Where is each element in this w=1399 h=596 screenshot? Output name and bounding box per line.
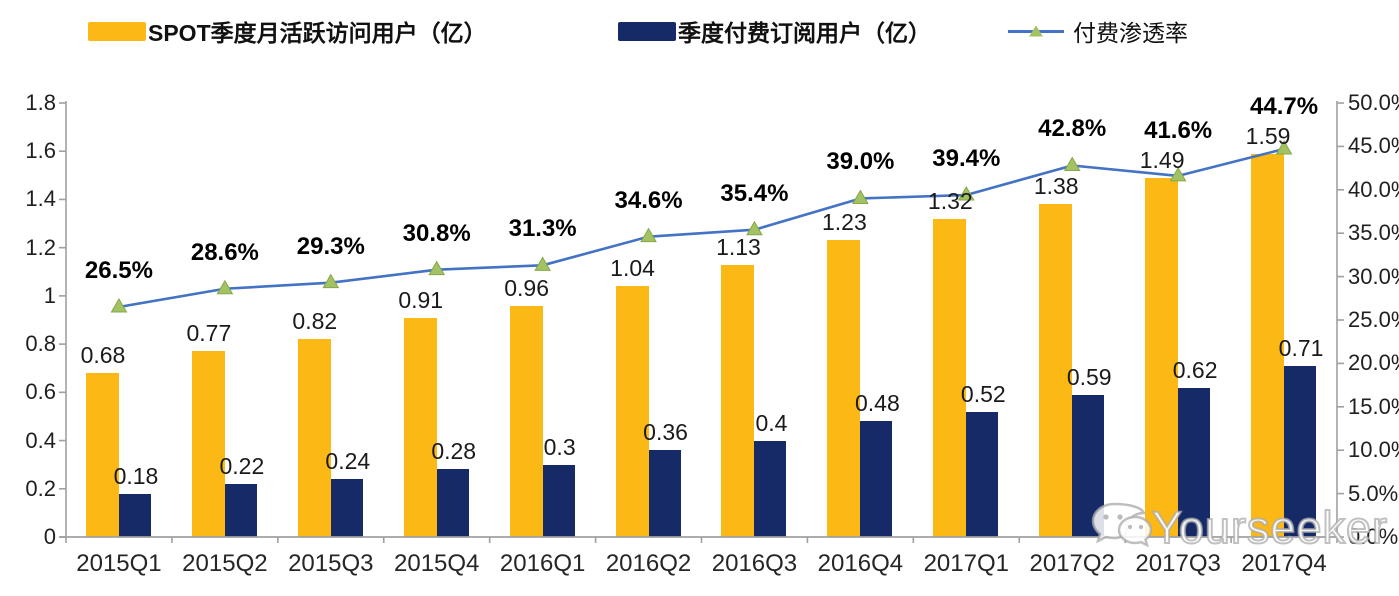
- legend-label-subs: 季度付费订阅用户（亿）: [678, 20, 931, 46]
- mau-bar: [1039, 204, 1073, 537]
- triangle-marker-icon: [1029, 25, 1043, 36]
- penetration-marker-icon: [1169, 166, 1187, 182]
- legend-item-subs: 季度付费订阅用户（亿）: [618, 16, 931, 46]
- wechat-icon: [1091, 502, 1152, 548]
- subs-bar-swatch: [618, 21, 676, 41]
- legend-item-penetration: 付费渗透率: [1008, 16, 1188, 46]
- mau-bar: [1145, 177, 1179, 537]
- subs-bar: [224, 483, 257, 537]
- mau-bar: [827, 240, 861, 537]
- mau-bar-swatch: [88, 21, 146, 41]
- watermark: Yourseeker: [1090, 500, 1388, 556]
- penetration-marker-icon: [957, 186, 975, 201]
- mau-bar: [509, 305, 543, 537]
- subs-bar: [330, 479, 363, 537]
- legend-label-penetration: 付费渗透率: [1073, 20, 1188, 46]
- penetration-marker-icon: [216, 279, 234, 295]
- subs-bar: [1178, 387, 1211, 537]
- subs-bar: [966, 411, 999, 537]
- mau-bar: [933, 218, 967, 537]
- penetration-line: [118, 147, 1285, 309]
- mau-bar: [297, 339, 331, 537]
- mau-bar: [615, 286, 649, 537]
- penetration-marker-icon: [640, 227, 657, 243]
- subs-bar: [542, 464, 575, 537]
- mau-bar: [403, 317, 437, 537]
- penetration-marker-icon: [534, 256, 551, 271]
- penetration-marker-icon: [322, 273, 340, 289]
- subs-bar: [1284, 365, 1317, 537]
- penetration-marker-icon: [1063, 156, 1081, 171]
- mau-bar: [721, 264, 755, 537]
- penetration-marker-icon: [428, 260, 446, 276]
- mau-bar: [85, 373, 119, 537]
- penetration-marker-icon: [1275, 140, 1293, 155]
- mau-bar: [1251, 153, 1285, 537]
- subs-bar: [754, 440, 787, 537]
- watermark-text: Yourseeker: [1151, 501, 1388, 554]
- subs-bar: [648, 450, 681, 537]
- subs-bar: [118, 493, 151, 537]
- penetration-marker-icon: [852, 189, 869, 204]
- legend-label-mau: SPOT季度月活跃访问用户（亿）: [148, 20, 487, 46]
- penetration-marker-icon: [110, 297, 128, 313]
- subs-bar: [860, 421, 893, 537]
- penetration-line-swatch: [1008, 22, 1064, 41]
- mau-bar: [191, 351, 225, 537]
- penetration-marker-icon: [746, 220, 763, 236]
- subs-bar: [436, 469, 469, 537]
- legend-item-mau: SPOT季度月活跃访问用户（亿）: [88, 16, 487, 46]
